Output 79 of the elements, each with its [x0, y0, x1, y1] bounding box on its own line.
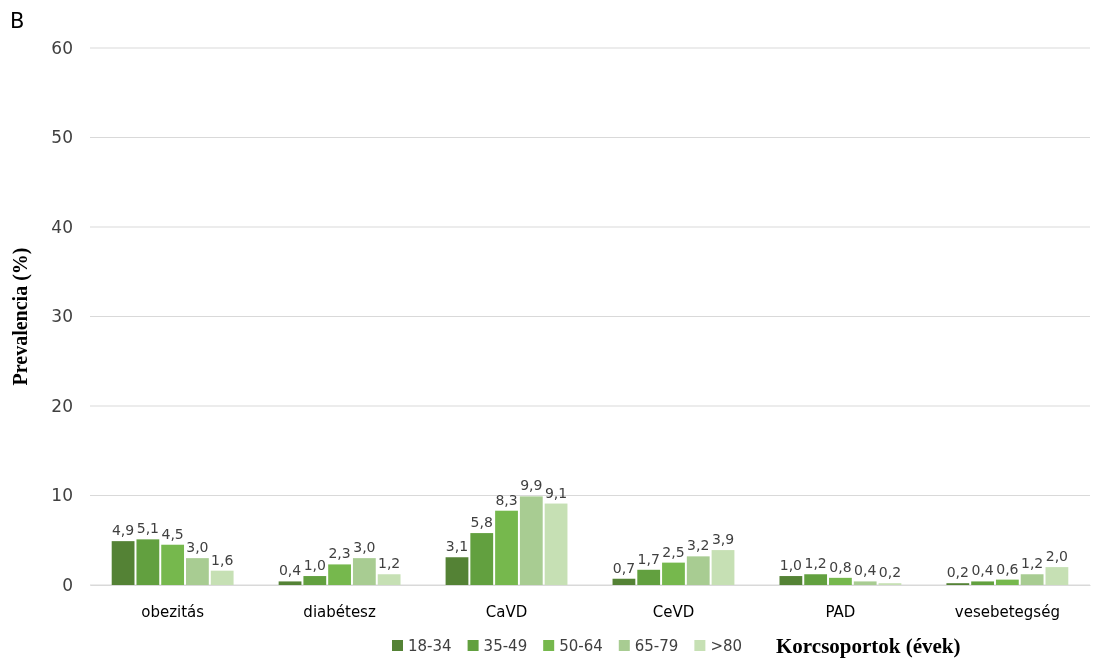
bar: [804, 574, 828, 585]
data-label: 0,2: [946, 564, 969, 581]
data-label: 2,5: [662, 543, 685, 560]
bar: [1020, 574, 1044, 585]
data-label: 8,3: [495, 491, 518, 508]
data-label: 0,4: [971, 562, 994, 579]
data-label: 9,9: [520, 477, 543, 494]
data-label: 9,1: [544, 484, 568, 501]
bar: [136, 539, 160, 585]
bar: [995, 579, 1019, 585]
y-tick-label: 20: [51, 395, 73, 416]
bar: [445, 557, 469, 585]
text: B: [10, 9, 25, 33]
legend-label: 35-49: [483, 637, 528, 655]
data-label: 0,8: [829, 558, 852, 575]
x-tick-label: CeVD: [652, 602, 695, 621]
y-tick-label: 30: [51, 306, 73, 327]
data-label: 1,0: [303, 557, 326, 574]
bar: [779, 576, 803, 585]
data-label: 1,7: [637, 550, 660, 567]
x-tick-label: diabétesz: [303, 602, 376, 621]
data-label: 1,0: [779, 557, 803, 574]
data-label: 0,7: [612, 559, 636, 576]
data-label: 4,5: [161, 525, 184, 542]
bar: [711, 550, 735, 585]
y-tick-label: 40: [51, 216, 73, 237]
y-tick-label: 50: [51, 127, 73, 148]
data-label: 1,2: [804, 555, 827, 572]
data-label: 0,2: [878, 564, 902, 581]
legend-label: 50-64: [559, 637, 603, 655]
bar: [210, 570, 234, 585]
bar: [278, 581, 302, 585]
x-tick-label: vesebetegség: [954, 602, 1060, 621]
bar: [637, 569, 661, 585]
bar: [1045, 567, 1069, 585]
bar: [971, 581, 994, 585]
data-label: 3,2: [687, 537, 710, 554]
data-label: 0,6: [996, 560, 1019, 577]
y-axis-title: Prevalencia (%): [9, 247, 32, 386]
data-label: 3,0: [186, 539, 209, 556]
data-label: 3,9: [711, 531, 735, 548]
x-tick-label: CaVD: [485, 602, 528, 621]
data-label: 5,8: [470, 514, 493, 531]
bar: [470, 533, 494, 585]
bar: [544, 503, 568, 585]
data-label: 2,3: [328, 545, 351, 562]
data-label: 4,9: [111, 522, 135, 539]
bar: [161, 544, 185, 585]
data-label: 5,1: [136, 520, 159, 537]
bar: [328, 564, 351, 585]
y-tick-label: 60: [51, 37, 73, 58]
y-tick-label: 10: [51, 485, 73, 506]
legend-label: 18-34: [408, 637, 452, 655]
bar: [377, 574, 401, 585]
data-label: 3,0: [353, 539, 376, 556]
bar: [519, 496, 543, 585]
x-tick-label: PAD: [825, 602, 856, 621]
data-label: 0,4: [854, 562, 877, 579]
bar: [853, 581, 877, 585]
bar: [495, 510, 518, 585]
data-label: 3,1: [445, 538, 469, 555]
y-tick-label: 0: [62, 574, 73, 595]
legend-label: >80: [710, 637, 743, 655]
x-tick-label: obezitás: [141, 602, 205, 621]
bar: [662, 562, 685, 585]
bar: [352, 558, 376, 585]
bar: [186, 558, 209, 585]
bar: [111, 541, 135, 585]
bar: [829, 577, 852, 585]
bar: [686, 556, 710, 585]
legend-label: 65-79: [634, 637, 679, 655]
legend-title: Korcsoportok (évek): [776, 634, 961, 658]
data-label: 1,6: [211, 551, 234, 568]
bar: [612, 578, 636, 585]
bar: [303, 576, 327, 585]
data-label: 2,0: [1045, 548, 1069, 565]
data-label: 0,4: [278, 562, 302, 579]
data-label: 1,2: [377, 555, 401, 572]
data-label: 1,2: [1021, 555, 1044, 572]
